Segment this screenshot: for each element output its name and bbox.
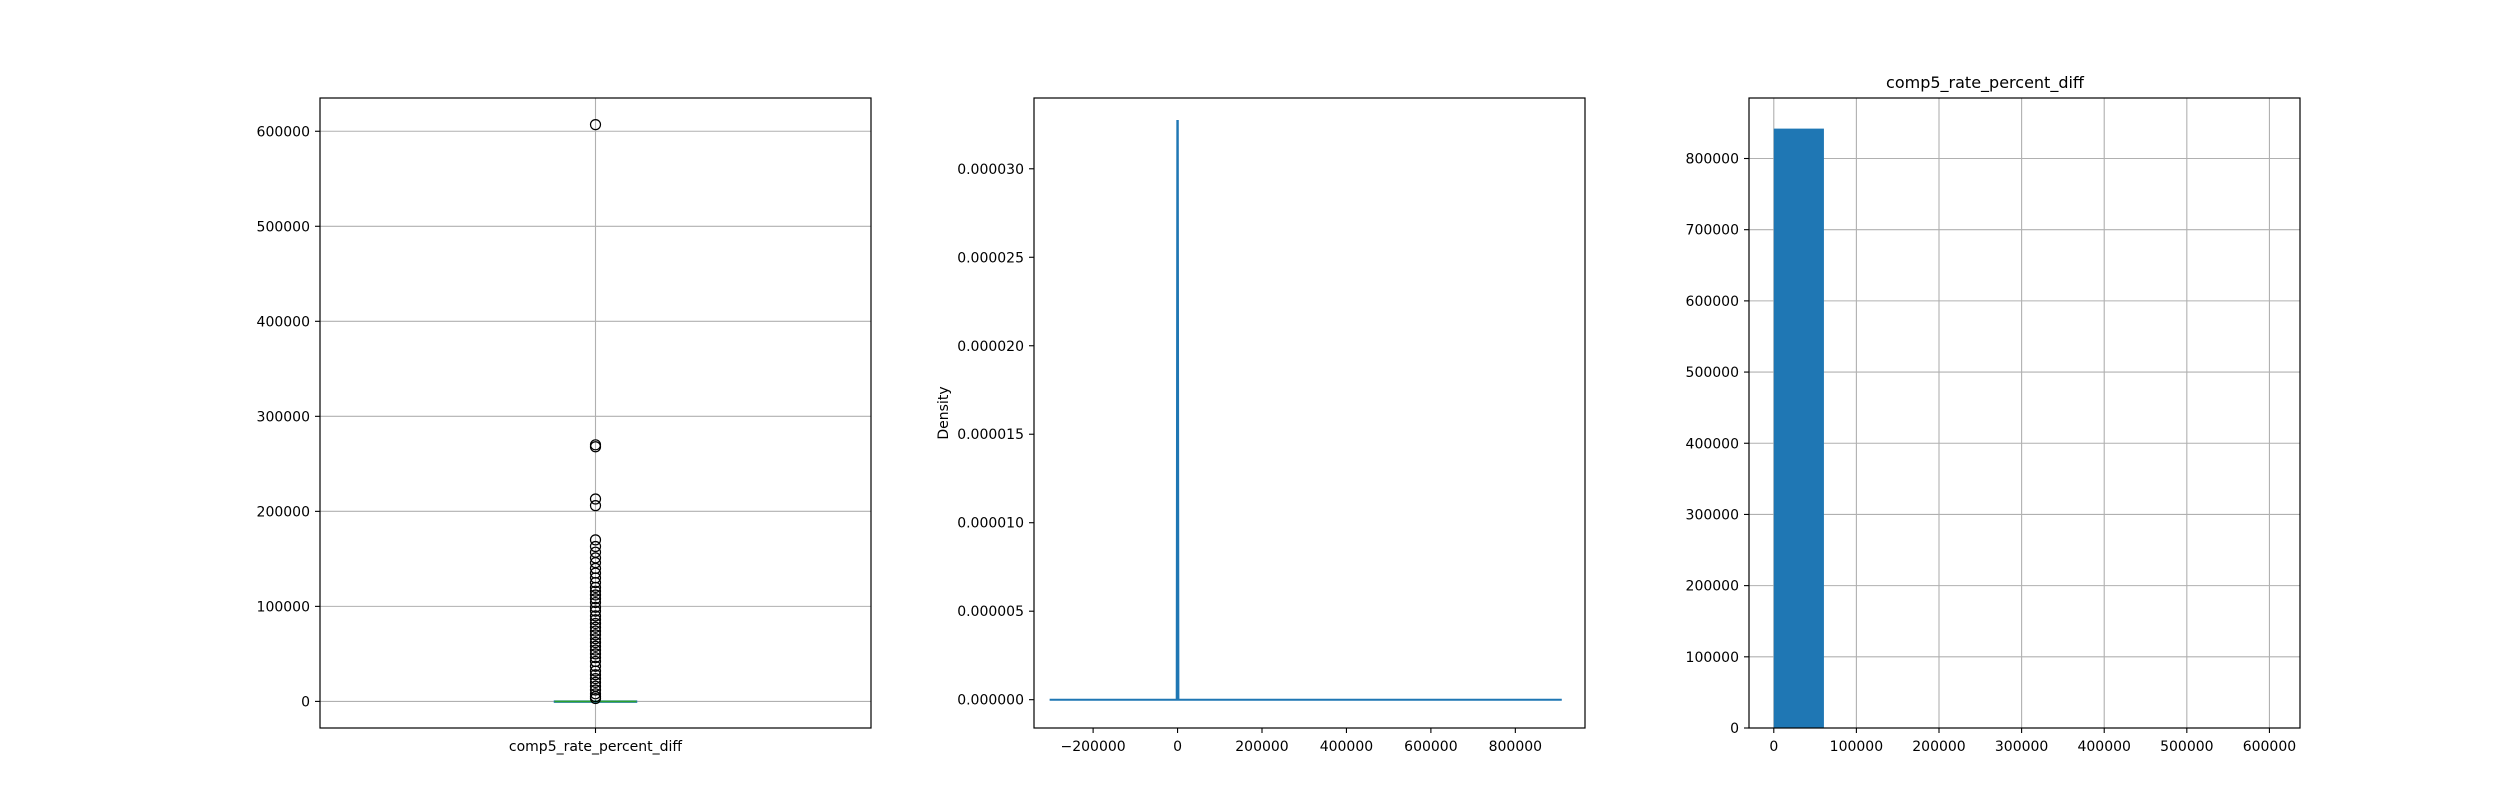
x-tick-label: 0 — [1769, 739, 1778, 755]
y-tick-label: 0.000030 — [957, 162, 1024, 178]
x-tick-label: comp5_rate_percent_diff — [509, 739, 683, 755]
x-tick-label: 500000 — [2160, 739, 2213, 755]
outlier-point — [589, 665, 602, 677]
outlier-point — [589, 636, 602, 649]
outlier-point — [589, 669, 602, 681]
y-tick-label: 0.000015 — [957, 427, 1024, 443]
density-panel: 0.000000 0.000005 0.000010 0.000015 0.000020… — [936, 97, 1586, 755]
x-tick-label: 300000 — [1995, 739, 2048, 755]
y-tick-label: 0.000025 — [957, 250, 1024, 266]
outlier-point — [589, 581, 602, 593]
y-tick-label: 200000 — [257, 504, 310, 520]
x-tick-label: −200000 — [1061, 739, 1126, 755]
y-tick-label: 300000 — [257, 409, 310, 425]
outlier-point — [589, 648, 602, 660]
y-tick-label: 400000 — [257, 314, 310, 330]
axes-frame — [319, 97, 872, 729]
outlier-point — [589, 629, 602, 641]
y-tick-label: 0 — [1730, 721, 1739, 737]
y-tick-label: 800000 — [1686, 152, 1739, 168]
y-tick-label: 500000 — [257, 219, 310, 235]
x-tick-label: 400000 — [1320, 739, 1373, 755]
y-tick-label: 0.000020 — [957, 339, 1024, 355]
outlier-point — [589, 652, 602, 664]
axes-frame — [1748, 97, 2301, 729]
histogram-panel: 0 100000 200000 300000 400000 500000 600000 0 10… — [1686, 73, 2301, 755]
x-tick-label: 200000 — [1235, 739, 1288, 755]
outlier-point — [589, 119, 602, 131]
outlier-point — [589, 493, 602, 505]
y-tick-label: 0.000010 — [957, 516, 1024, 532]
boxplot-panel: 0 100000 200000 300000 400000 500000 600000 com… — [257, 97, 872, 755]
histogram-bar — [1773, 128, 1824, 728]
y-tick-label: 500000 — [1686, 365, 1739, 381]
outlier-point — [589, 625, 602, 637]
x-tick-label: 200000 — [1912, 739, 1965, 755]
outlier-point — [589, 593, 602, 605]
y-tick-label: 100000 — [1686, 650, 1739, 666]
outlier-point — [589, 684, 602, 696]
y-tick-label: 400000 — [1686, 436, 1739, 452]
outlier-point — [589, 610, 602, 622]
y-tick-label: 700000 — [1686, 223, 1739, 239]
x-tick-label: 800000 — [1489, 739, 1542, 755]
y-axis-label: Density — [936, 386, 952, 439]
outlier-point — [589, 676, 602, 688]
outlier-point — [589, 500, 602, 512]
outlier-point — [589, 640, 602, 652]
outlier-point — [589, 617, 602, 630]
outlier-point — [589, 596, 602, 609]
y-tick-label: 600000 — [1686, 294, 1739, 310]
y-tick-label: 200000 — [1686, 579, 1739, 595]
y-tick-label: 300000 — [1686, 507, 1739, 523]
x-tick-label: 100000 — [1830, 739, 1883, 755]
outlier-point — [589, 660, 602, 672]
outlier-point — [589, 644, 602, 656]
y-tick-label: 0.000000 — [957, 693, 1024, 709]
outlier-point — [589, 605, 602, 617]
histogram-title: comp5_rate_percent_diff — [1886, 73, 2085, 93]
y-tick-label: 100000 — [257, 599, 310, 615]
outlier-point — [589, 534, 602, 546]
y-tick-label: 600000 — [257, 124, 310, 140]
outlier-point — [589, 621, 602, 633]
outlier-point — [589, 577, 602, 589]
density-series-line — [1049, 120, 1562, 701]
outlier-point — [589, 614, 602, 626]
x-tick-label: 400000 — [2077, 739, 2130, 755]
axes-frame — [1033, 97, 1586, 729]
outlier-point — [589, 540, 602, 553]
outlier-point — [589, 672, 602, 685]
outlier-point — [589, 589, 602, 601]
outlier-point — [589, 688, 602, 700]
outlier-point — [589, 601, 602, 613]
outlier-point — [589, 692, 602, 705]
x-tick-label: 600000 — [1404, 739, 1457, 755]
outlier-point — [589, 585, 602, 597]
y-tick-label: 0 — [301, 694, 310, 710]
outlier-point — [589, 441, 602, 453]
x-tick-label: 600000 — [2243, 739, 2296, 755]
x-tick-label: 0 — [1173, 739, 1182, 755]
outlier-point — [589, 633, 602, 645]
y-tick-label: 0.000005 — [957, 604, 1024, 620]
